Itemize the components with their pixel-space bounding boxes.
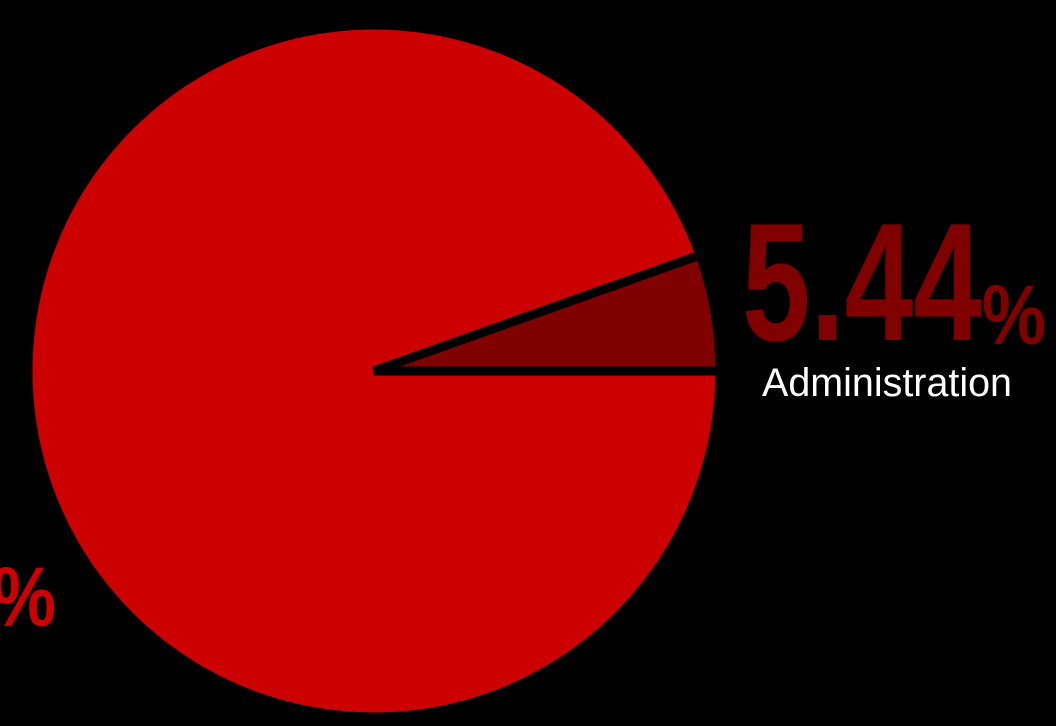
slice-percent-sign: % <box>0 550 56 644</box>
slice-percent-sign: % <box>982 268 1046 362</box>
pie-slice-slice-1 <box>23 20 725 722</box>
slice-value-label: 5.44 <box>742 188 982 376</box>
slice-category-label: Administration <box>762 361 1012 405</box>
